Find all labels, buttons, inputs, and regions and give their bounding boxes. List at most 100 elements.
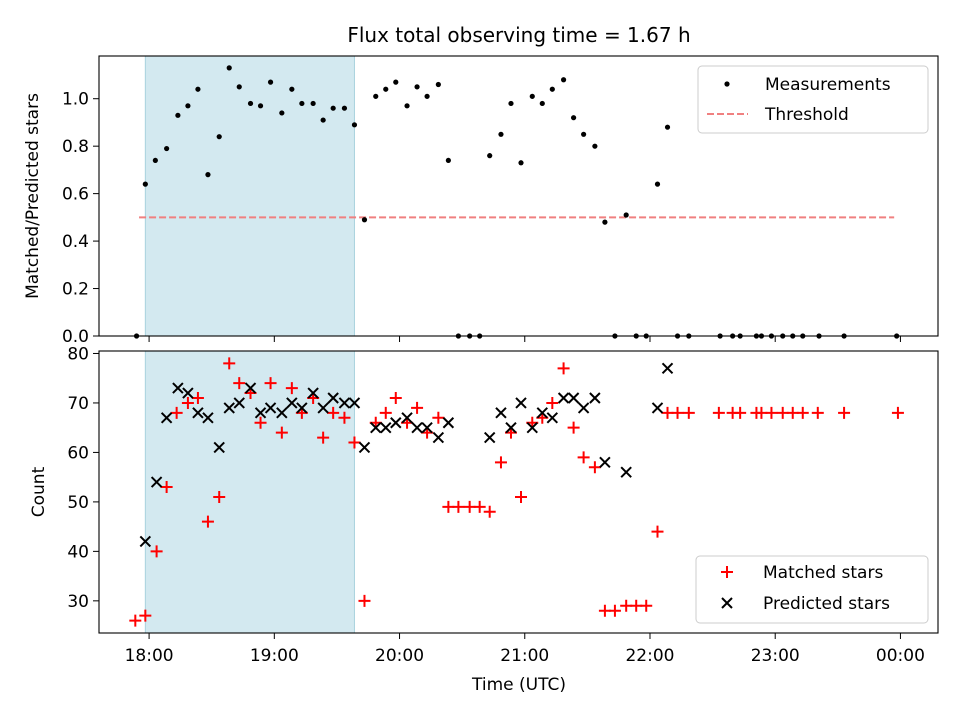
predicted-star-point <box>192 407 204 419</box>
predicted-star-point <box>432 431 445 444</box>
bottom-y-label: Count <box>29 466 49 517</box>
matched-star-point <box>181 396 194 409</box>
measurement-point <box>175 112 181 118</box>
matched-star-point <box>755 406 768 419</box>
matched-star-point <box>463 500 476 513</box>
top-observing-span <box>144 55 355 337</box>
measurement-point <box>623 212 629 218</box>
matched-star-point <box>796 406 809 419</box>
predicted-star-point <box>421 421 433 434</box>
predicted-star-point <box>380 421 392 434</box>
matched-star-point <box>811 406 824 419</box>
predicted-star-point <box>483 431 496 444</box>
matched-star-point <box>348 436 361 449</box>
measurement-point <box>404 103 410 109</box>
measurement-point <box>581 131 587 137</box>
legend-predicted-label: Predicted stars <box>763 594 890 614</box>
measurement-point <box>142 181 148 187</box>
legend-threshold-label: Threshold <box>764 105 849 125</box>
predicted-star-point <box>213 441 225 454</box>
measurement-point <box>226 65 232 71</box>
matched-star-point <box>160 481 173 494</box>
matched-star-point <box>483 505 496 518</box>
bottom-y-tick-label: 40 <box>67 542 89 562</box>
predicted-star-point <box>172 382 184 394</box>
predicted-star-point <box>370 421 382 434</box>
predicted-star-point <box>327 392 339 404</box>
measurement-point <box>654 181 661 187</box>
predicted-star-point <box>233 397 245 409</box>
top-panel: 0.0 0.2 0.4 0.6 0.8 1.0 Matched/Predicted sta… <box>23 55 939 347</box>
chart-title: Flux total observing time = 1.67 h <box>347 23 690 47</box>
matched-star-point <box>139 609 152 622</box>
matched-star-point <box>891 406 904 419</box>
top-y-tick-label: 0.4 <box>62 232 89 252</box>
matched-star-point <box>682 406 695 419</box>
measurement-point <box>257 103 264 109</box>
measurement-point <box>393 79 399 85</box>
measurement-point <box>383 86 389 92</box>
matched-star-point <box>170 406 183 419</box>
matched-star-point <box>515 490 528 503</box>
x-tick-label: 21:00 <box>500 646 549 666</box>
legend-matched-marker <box>721 566 733 578</box>
matched-star-point <box>577 451 590 464</box>
matched-star-point <box>620 599 633 612</box>
matched-star-point <box>379 406 392 419</box>
measurement-point <box>664 124 671 130</box>
measurement-point <box>164 145 170 152</box>
matched-star-point <box>317 431 330 444</box>
x-tick-label: 20:00 <box>375 646 424 666</box>
matched-star-point <box>608 604 621 617</box>
measurement-point <box>570 115 577 121</box>
matched-star-point <box>546 396 559 409</box>
matched-star-point <box>712 406 725 419</box>
measurement-point <box>330 105 336 111</box>
predicted-star-point <box>442 417 455 429</box>
predicted-star-point <box>276 407 288 419</box>
matched-star-point <box>838 406 851 419</box>
top-legend-box <box>697 65 929 134</box>
matched-star-point <box>661 406 674 419</box>
predicted-star-point <box>358 441 371 454</box>
measurement-point <box>247 100 254 107</box>
measurement-point <box>152 157 158 164</box>
predicted-star-point <box>348 397 361 409</box>
predicted-star-point <box>495 407 507 419</box>
legend-measurements-marker <box>724 81 730 87</box>
matched-star-point <box>640 599 653 612</box>
matched-star-point <box>734 406 747 419</box>
predicted-star-point <box>254 407 267 419</box>
measurement-point <box>445 157 451 164</box>
matched-star-point <box>494 456 507 469</box>
measurement-point <box>424 93 430 99</box>
bottom-y-ticks: 30 40 50 60 70 80 <box>67 344 99 612</box>
bottom-y-tick-label: 50 <box>67 493 89 513</box>
matched-star-point <box>567 421 580 434</box>
bottom-legend: Matched stars Predicted stars <box>695 555 929 624</box>
measurement-point <box>351 122 358 128</box>
matched-star-point <box>191 392 204 404</box>
measurement-point <box>529 93 535 99</box>
measurement-point <box>341 105 348 111</box>
measurement-point <box>236 84 242 90</box>
matched-star-point <box>598 604 611 617</box>
measurement-point <box>539 100 545 107</box>
measurement-point <box>195 86 201 92</box>
matched-star-point <box>213 490 226 503</box>
predicted-star-point <box>139 535 152 548</box>
x-tick-label: 19:00 <box>250 646 299 666</box>
legend-measurements-label: Measurements <box>765 75 891 95</box>
measurement-point <box>508 100 514 107</box>
bottom-legend-box <box>695 555 929 624</box>
measurement-point <box>320 117 326 123</box>
measurement-point <box>592 143 598 149</box>
predicted-star-point <box>599 456 611 469</box>
predicted-star-point <box>317 402 329 414</box>
matched-star-point <box>765 406 778 419</box>
matched-star-point <box>275 426 288 439</box>
bottom-y-tick-label: 80 <box>67 344 89 364</box>
bottom-y-tick-label: 60 <box>67 443 89 463</box>
measurement-point <box>361 217 368 223</box>
